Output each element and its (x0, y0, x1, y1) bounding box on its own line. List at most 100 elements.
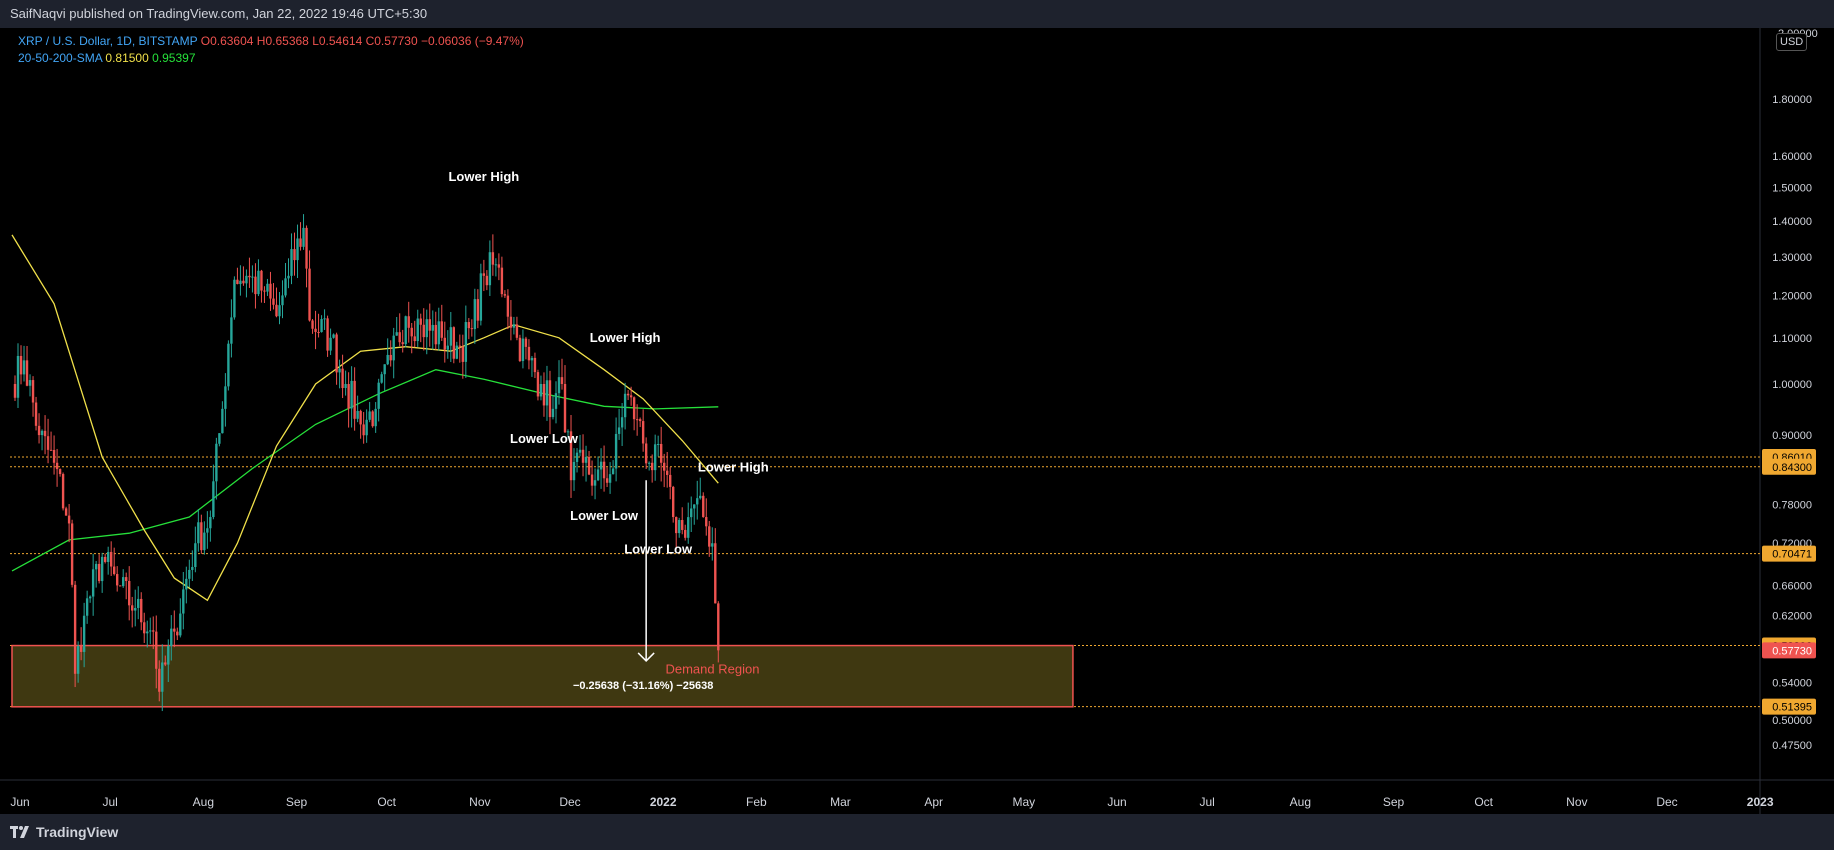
candle-body (635, 419, 639, 421)
candle-body (506, 295, 510, 317)
candle-body (419, 318, 422, 325)
candle-body (690, 508, 693, 518)
candle-body (16, 355, 20, 398)
published-info: SaifNaqvi published on TradingView.com, … (10, 6, 428, 21)
candle-body (452, 327, 456, 359)
candle-body (446, 345, 449, 350)
candle-body (281, 295, 284, 306)
candle-body (49, 449, 53, 451)
candle-body (365, 419, 368, 436)
sma-indicator-name[interactable]: 20-50-200-SMA (18, 51, 103, 65)
candle-body (566, 431, 570, 433)
candle-body (88, 596, 92, 599)
time-tick-label: May (1012, 795, 1035, 809)
time-tick-label: Jun (10, 795, 29, 809)
candle-body (197, 522, 200, 544)
candle-body (699, 495, 702, 499)
candle-body (473, 299, 477, 330)
candle-body (675, 517, 678, 534)
candle-body (575, 452, 579, 462)
symbol-name[interactable]: XRP / U.S. Dollar, 1D, BITSTAMP (18, 34, 198, 48)
candle-body (620, 417, 624, 428)
price-tick-label: 0.62000 (1772, 611, 1812, 623)
candle-body (305, 227, 308, 269)
candle-body (590, 474, 594, 486)
tradingview-brand: TradingView (36, 824, 119, 840)
candle-body (143, 622, 146, 634)
candle-body (545, 380, 549, 406)
candle-body (422, 324, 425, 338)
price-badge (1762, 458, 1816, 475)
price-tick-label: 1.20000 (1772, 291, 1812, 303)
candle-body (611, 468, 615, 475)
time-tick-label: Mar (830, 795, 851, 809)
candle-body (152, 630, 155, 632)
candle-body (248, 275, 251, 278)
chart-annotation: Lower Low (624, 541, 693, 556)
chart-canvas[interactable]: Demand Region Lower High Lower High Lower H… (0, 28, 1834, 814)
candle-body (641, 421, 645, 444)
price-tick-label: 1.80000 (1772, 94, 1812, 106)
candle-body (179, 613, 182, 636)
candle-body (494, 264, 498, 266)
candle-body (653, 444, 657, 471)
candle-body (257, 270, 260, 295)
candle-body (593, 480, 597, 486)
candle-body (539, 384, 543, 397)
candle-body (284, 278, 287, 296)
candle-body (602, 461, 606, 479)
candle-body (91, 569, 95, 597)
chart-area[interactable]: Demand Region Lower High Lower High Lower H… (0, 28, 1834, 814)
time-tick-label: Oct (1474, 795, 1493, 809)
candle-body (269, 283, 272, 299)
price-badge (1762, 642, 1816, 659)
candle-body (28, 380, 32, 386)
candle-body (711, 543, 714, 547)
candle-body (19, 355, 23, 375)
candle-body (584, 456, 588, 463)
candle-body (293, 249, 296, 261)
tradingview-logo[interactable]: TradingView (10, 824, 118, 840)
chart-annotation: Lower Low (570, 508, 639, 523)
candle-body (548, 380, 552, 418)
candle-body (617, 427, 621, 434)
candle-body (557, 377, 561, 394)
candle-body (344, 384, 347, 389)
candle-body (173, 628, 176, 632)
candle-body (100, 556, 104, 582)
price-badge (1762, 545, 1816, 562)
candle-body (458, 345, 462, 347)
candle-body (623, 393, 627, 418)
candle-body (140, 598, 143, 623)
time-tick-label: Sep (286, 795, 308, 809)
sma50-value: 0.81500 (105, 51, 149, 65)
candle-body (221, 408, 224, 434)
time-tick-label: Oct (377, 795, 396, 809)
candle-body (485, 275, 489, 286)
indicator-legend[interactable]: 20-50-200-SMA 0.81500 0.95397 (18, 51, 196, 65)
candle-body (392, 335, 395, 361)
candle-body (212, 481, 215, 518)
candle-body (215, 443, 218, 482)
candle-body (374, 408, 377, 427)
candle-body (500, 267, 504, 295)
currency-button[interactable]: USD (1776, 33, 1808, 51)
candle-body (185, 578, 188, 590)
candle-body (206, 528, 209, 533)
candle-body (272, 298, 275, 305)
candle-body (524, 338, 528, 347)
candle-body (311, 320, 314, 329)
candle-body (572, 461, 576, 481)
candle-body (233, 279, 236, 318)
chart-annotation: Lower High (698, 459, 769, 474)
candle-body (482, 273, 486, 276)
price-tick-label: 0.90000 (1772, 430, 1812, 442)
price-badge-label: 0.57730 (1772, 645, 1812, 657)
candle-body (714, 543, 717, 604)
candle-body (431, 324, 434, 331)
measure-label: −0.25638 (−31.16%) −25638 (573, 680, 713, 692)
candle-body (650, 462, 654, 471)
price-tick-label: 1.00000 (1772, 379, 1812, 391)
time-tick-label: Aug (193, 795, 214, 809)
legend-open: O0.63604 (200, 34, 254, 48)
